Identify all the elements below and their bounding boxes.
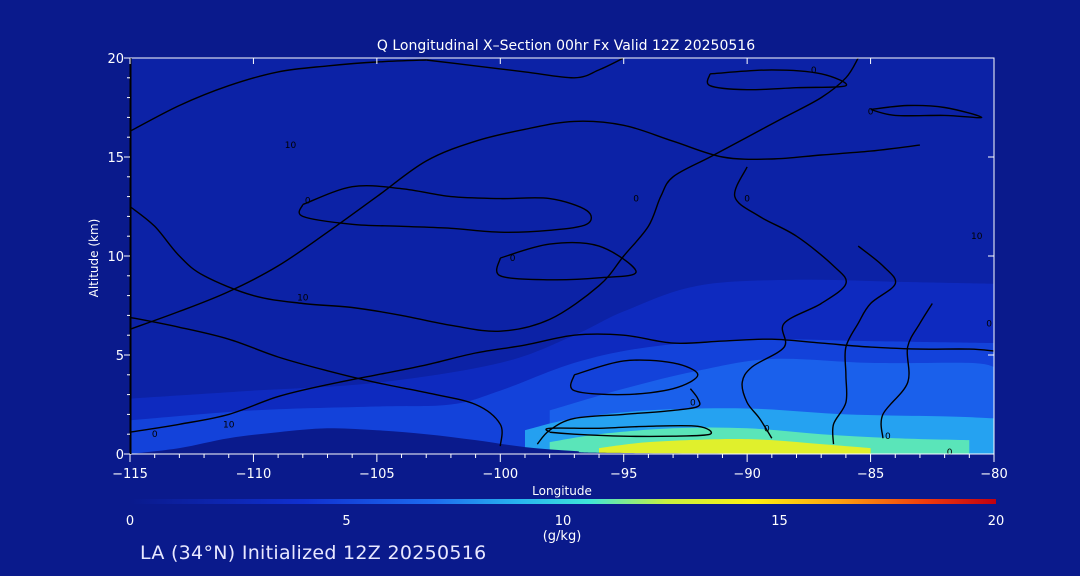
x-tick-label: −105 <box>359 467 395 482</box>
contour-line <box>706 69 848 91</box>
contour-line <box>495 241 637 281</box>
contour-label: 0 <box>764 424 770 434</box>
y-axis-label: Altitude (km) <box>87 219 101 298</box>
x-tick-label: −100 <box>482 467 518 482</box>
contour-label: 10 <box>285 141 297 151</box>
contour-label: 0 <box>744 195 750 205</box>
contour-line <box>298 184 593 233</box>
contour-line <box>569 359 699 396</box>
chart-title: Q Longitudinal X–Section 00hr Fx Valid 1… <box>377 38 755 54</box>
contour-label: 10 <box>297 294 309 304</box>
contour-label: 10 <box>223 420 235 430</box>
x-axis-label: Longitude <box>532 484 592 498</box>
contour-line <box>880 303 933 439</box>
contour-line <box>536 388 701 445</box>
colorbar-tick-label: 0 <box>126 514 134 529</box>
contour-label: 0 <box>633 195 639 205</box>
contour-line <box>129 333 995 433</box>
x-tick-label: −95 <box>610 467 637 482</box>
colorbar-tick-label: 10 <box>555 514 572 529</box>
contour-line <box>129 316 503 447</box>
contour-label: 0 <box>868 107 874 117</box>
contour-label: 0 <box>152 430 158 440</box>
contour-line <box>870 104 983 119</box>
contour-line <box>831 245 897 445</box>
initialization-footer: LA (34°N) Initialized 12Z 20250516 <box>140 542 487 564</box>
contour-label: 0 <box>885 432 891 442</box>
colorbar-label: (g/kg) <box>543 529 582 544</box>
contour-line <box>545 424 713 438</box>
contour-label: 10 <box>971 232 983 242</box>
x-tick-label: −85 <box>857 467 884 482</box>
contour-label: 0 <box>510 254 516 264</box>
x-tick-label: −115 <box>112 467 148 482</box>
colorbar-tick-label: 15 <box>771 514 788 529</box>
contour-label: 0 <box>690 399 696 409</box>
colorbar-tick-label: 5 <box>342 514 350 529</box>
x-tick-label: −90 <box>733 467 760 482</box>
contour-line <box>129 57 859 333</box>
contour-line <box>426 57 625 79</box>
y-tick-label: 15 <box>107 151 124 166</box>
colorbar-tick-label: 20 <box>988 514 1005 529</box>
contour-label: 0 <box>986 319 992 329</box>
y-tick-label: 5 <box>116 349 124 364</box>
contour-line <box>733 166 847 439</box>
x-tick-label: −110 <box>236 467 272 482</box>
contour-label: 0 <box>811 66 817 76</box>
terrain <box>130 428 994 454</box>
y-tick-label: 20 <box>107 52 124 67</box>
contour-label: 0 <box>947 448 953 458</box>
colorbar <box>130 499 996 504</box>
y-tick-label: 10 <box>107 250 124 265</box>
x-tick-label: −80 <box>980 467 1007 482</box>
boundary-layer-peak <box>599 439 871 454</box>
contour-line <box>129 120 920 330</box>
contour-label: 0 <box>305 197 311 207</box>
y-tick-label: 0 <box>116 448 124 463</box>
